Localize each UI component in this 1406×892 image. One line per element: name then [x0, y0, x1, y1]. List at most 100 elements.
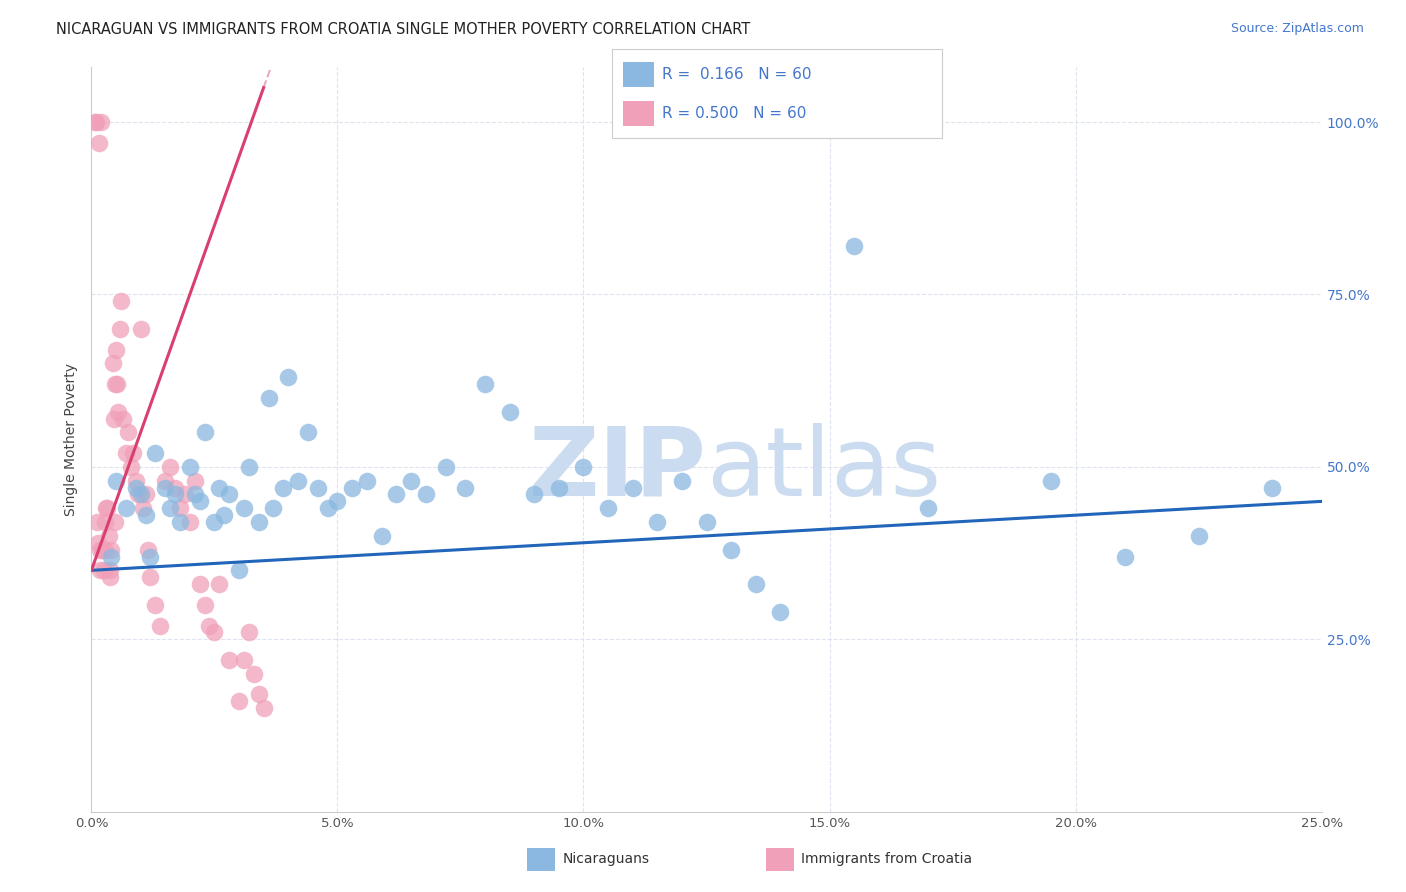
Point: [100, 549, 122, 564]
Point: [193, 425, 217, 440]
Point: [193, 598, 217, 612]
Point: [122, 446, 145, 460]
Point: [183, 474, 207, 488]
Point: [720, 542, 742, 557]
Point: [145, 446, 166, 460]
Point: [218, 653, 240, 667]
Point: [188, 577, 211, 591]
Point: [153, 481, 177, 495]
Point: [97, 529, 120, 543]
Point: [572, 459, 595, 474]
Point: [101, 356, 124, 370]
Point: [110, 294, 132, 309]
Point: [271, 481, 295, 495]
Point: [87, 535, 110, 549]
Point: [671, 474, 693, 488]
Text: Immigrants from Croatia: Immigrants from Croatia: [801, 852, 973, 866]
Point: [232, 501, 256, 516]
Point: [159, 501, 181, 516]
Point: [145, 598, 166, 612]
Point: [247, 688, 270, 702]
Point: [96, 501, 118, 516]
Point: [135, 487, 157, 501]
Point: [94, 515, 117, 529]
Point: [105, 343, 127, 357]
Point: [114, 501, 138, 516]
Point: [129, 487, 152, 501]
Point: [87, 136, 110, 150]
Point: [179, 515, 201, 529]
Point: [238, 459, 260, 474]
Point: [621, 481, 644, 495]
Point: [129, 322, 152, 336]
Point: [247, 515, 270, 529]
Text: Nicaraguans: Nicaraguans: [562, 852, 650, 866]
Point: [103, 411, 125, 425]
Point: [385, 487, 408, 501]
Point: [262, 501, 284, 516]
Point: [842, 239, 865, 253]
Point: [159, 459, 181, 474]
Point: [127, 487, 149, 501]
Point: [474, 377, 496, 392]
Point: [117, 425, 139, 440]
Point: [98, 563, 121, 577]
Point: [169, 501, 191, 516]
Text: atlas: atlas: [706, 423, 942, 516]
Point: [316, 501, 339, 516]
Point: [124, 474, 148, 488]
Point: [548, 481, 571, 495]
Point: [695, 515, 717, 529]
Point: [1039, 474, 1063, 488]
Point: [371, 529, 394, 543]
Point: [112, 411, 135, 425]
Point: [277, 370, 299, 384]
Point: [596, 501, 619, 516]
Point: [86, 515, 108, 529]
Point: [434, 459, 457, 474]
Point: [135, 508, 157, 523]
Point: [214, 508, 236, 523]
Text: ZIP: ZIP: [529, 423, 706, 516]
Text: R = 0.500   N = 60: R = 0.500 N = 60: [662, 106, 807, 120]
Point: [253, 701, 276, 715]
Point: [107, 377, 129, 392]
Point: [297, 425, 319, 440]
Point: [745, 577, 768, 591]
Point: [179, 459, 201, 474]
Point: [93, 542, 115, 557]
Point: [108, 322, 131, 336]
Point: [523, 487, 546, 501]
Point: [257, 391, 280, 405]
Point: [415, 487, 437, 501]
Point: [498, 405, 520, 419]
Point: [356, 474, 378, 488]
Point: [86, 115, 108, 129]
Point: [1261, 481, 1284, 495]
Point: [174, 487, 197, 501]
Point: [100, 542, 122, 557]
Point: [96, 501, 117, 516]
Point: [132, 501, 155, 516]
Point: [136, 542, 159, 557]
Point: [340, 481, 363, 495]
Point: [183, 487, 207, 501]
Point: [1114, 549, 1136, 564]
Point: [218, 487, 240, 501]
Point: [91, 542, 114, 557]
Text: Source: ZipAtlas.com: Source: ZipAtlas.com: [1230, 22, 1364, 36]
Point: [287, 474, 309, 488]
Point: [169, 515, 191, 529]
Point: [114, 446, 138, 460]
Point: [103, 515, 125, 529]
Point: [90, 115, 112, 129]
Point: [232, 653, 256, 667]
Point: [120, 459, 142, 474]
Point: [454, 481, 477, 495]
Point: [326, 494, 349, 508]
Point: [208, 481, 231, 495]
Point: [105, 474, 127, 488]
Point: [1187, 529, 1209, 543]
Point: [163, 487, 186, 501]
Point: [917, 501, 939, 516]
